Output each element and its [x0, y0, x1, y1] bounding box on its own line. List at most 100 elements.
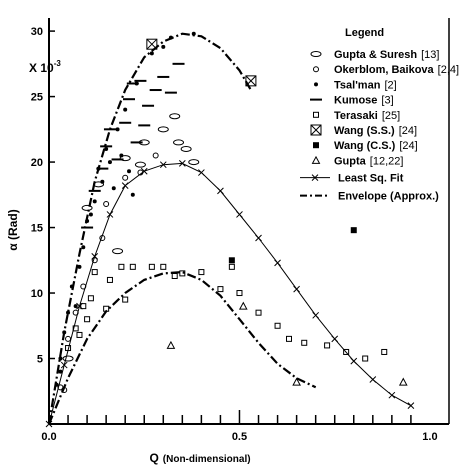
fit-cross-mark	[236, 211, 243, 218]
fit-cross-mark	[407, 402, 415, 410]
data-point-dot	[66, 310, 71, 315]
data-point-square	[236, 290, 243, 297]
data-point-dot	[69, 284, 74, 289]
data-point-ellipse	[173, 139, 185, 146]
data-point-triangle	[238, 301, 248, 310]
fit-cross-mark	[198, 169, 205, 176]
data-point-square	[122, 296, 129, 303]
data-point-square	[87, 295, 94, 302]
data-point-square	[106, 276, 113, 283]
data-point-square	[171, 273, 178, 280]
fit-cross-mark	[255, 234, 262, 242]
data-point-square	[76, 331, 83, 338]
y-tick-label: 20	[31, 157, 43, 169]
legend-entry: Kumose [3]	[334, 95, 394, 107]
fit-cross-mark	[140, 167, 148, 175]
y-tick-label: 10	[31, 288, 43, 300]
data-point-triangle	[166, 340, 176, 349]
data-point-square	[103, 305, 110, 312]
data-point-dot	[54, 382, 59, 387]
legend-entry-fit: Least Sq. Fit	[338, 173, 404, 185]
data-point-circle	[65, 335, 72, 342]
legend-marker-square	[313, 111, 319, 118]
legend-marker-dot	[314, 82, 318, 87]
y-tick-label: 15	[31, 223, 43, 235]
data-point-circle	[137, 169, 144, 176]
legend-marker-filled-square	[313, 142, 319, 149]
data-point-dot	[111, 186, 116, 191]
data-point-square	[362, 355, 369, 362]
data-point-ellipse	[134, 161, 146, 168]
fit-cross-mark	[217, 187, 224, 195]
data-point-dot	[115, 127, 120, 132]
data-point-ellipse	[119, 155, 131, 162]
data-point-square	[118, 263, 125, 270]
data-point-square	[198, 269, 205, 276]
data-point-square	[301, 339, 308, 346]
fit-cross-mark	[159, 161, 167, 169]
axis-labels: X 10-3 α (Rad) Q (Non-dimensional)	[6, 59, 251, 465]
data-points	[54, 31, 408, 393]
plot-frame	[48, 18, 450, 425]
fit-cross-mark	[274, 259, 281, 267]
data-point-circle	[122, 174, 129, 181]
data-point-square	[286, 335, 292, 342]
data-point-square	[80, 303, 87, 310]
legend-marker-triangle	[311, 155, 321, 164]
fit-cross-mark	[350, 357, 358, 365]
data-point-square	[381, 348, 388, 355]
legend-entry: Gupta [12,22]	[334, 155, 403, 167]
data-point-circle	[72, 309, 79, 316]
data-point-dot	[77, 264, 82, 269]
data-point-dot	[123, 107, 128, 112]
fit-cross-mark	[369, 376, 377, 383]
legend-entry: Gupta & Suresh [13]	[334, 49, 439, 61]
data-point-dot	[130, 192, 135, 197]
data-point-ellipse	[81, 204, 93, 211]
data-point-circle	[80, 283, 87, 290]
data-point-dot	[88, 212, 93, 217]
data-point-ellipse	[93, 181, 105, 188]
fit-cross-mark	[60, 361, 68, 369]
fit-cross-mark	[178, 160, 186, 167]
data-point-dot	[119, 153, 124, 158]
data-point-square	[129, 263, 136, 270]
data-point-dot	[100, 179, 105, 184]
legend-entry: Okerblom, Baikova [2,4]	[334, 64, 459, 76]
legend-entry: Wang (C.S.) [24]	[334, 140, 418, 152]
data-point-dot	[73, 304, 78, 309]
data-point-xsquare	[245, 75, 257, 87]
fit-cross-mark	[388, 391, 396, 399]
data-point-ellipse	[157, 126, 169, 133]
data-point-circle	[61, 386, 68, 393]
x-tick-label: 0.5	[232, 431, 247, 443]
fit-cross-mark	[121, 182, 129, 189]
fit-cross-mark	[331, 335, 339, 343]
data-point-square	[324, 342, 331, 349]
data-point-square	[72, 325, 79, 332]
data-point-dot	[191, 31, 196, 36]
data-point-dot	[58, 356, 63, 361]
data-point-circle	[91, 257, 98, 264]
legend-marker-xsquare	[310, 124, 322, 136]
data-point-dot	[92, 199, 97, 204]
data-point-square	[84, 316, 91, 323]
curve-envelope	[47, 270, 317, 425]
data-point-circle	[99, 235, 106, 242]
data-point-ellipse	[112, 248, 124, 255]
data-point-square	[274, 322, 281, 329]
data-point-square	[179, 270, 186, 277]
data-point-square	[255, 309, 262, 316]
curve-envelope	[47, 32, 252, 425]
data-point-circle	[152, 152, 159, 159]
legend-marker-ellipse	[310, 51, 322, 57]
legend-entry: Terasaki [25]	[334, 110, 400, 122]
data-point-ellipse	[169, 113, 181, 120]
data-point-ellipse	[188, 159, 200, 166]
data-point-square	[343, 348, 350, 355]
fit-cross-mark	[106, 211, 114, 218]
data-point-dot	[168, 35, 173, 40]
fit-cross-mark	[312, 311, 320, 319]
legend: Legend Gupta & Suresh [13] Okerblom, Baikov…	[300, 27, 459, 203]
